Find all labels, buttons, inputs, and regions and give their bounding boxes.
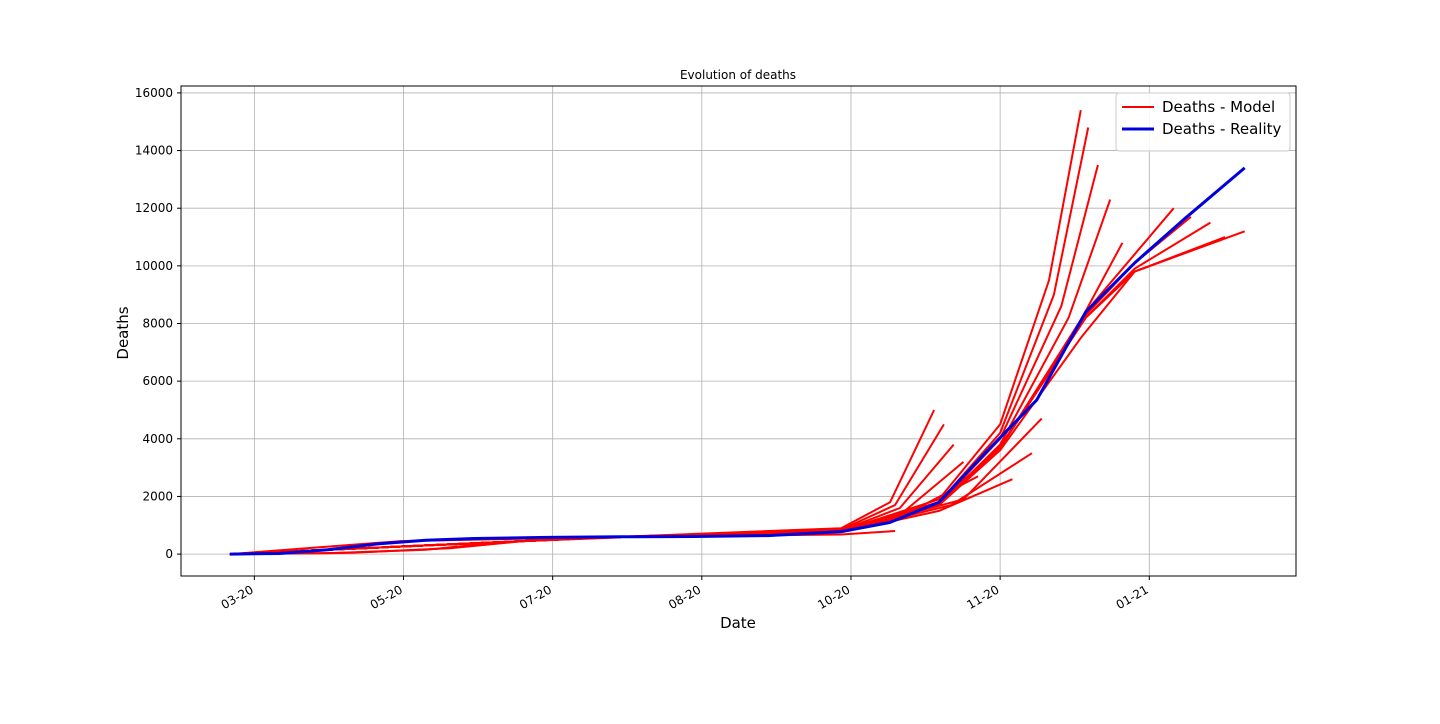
line-series bbox=[229, 230, 1246, 556]
chart-title: Evolution of deaths bbox=[680, 68, 796, 82]
y-tick-label: 2000 bbox=[142, 489, 173, 503]
x-tick-label: 03-20 bbox=[219, 582, 256, 612]
line-series bbox=[229, 127, 1090, 556]
y-tick-label: 16000 bbox=[135, 86, 173, 100]
line-series bbox=[229, 461, 965, 556]
x-tick-label: 10-20 bbox=[815, 582, 852, 612]
y-tick-label: 6000 bbox=[142, 374, 173, 388]
line-series bbox=[229, 166, 1246, 556]
line-series bbox=[229, 236, 1226, 556]
x-axis-label: Date bbox=[720, 614, 756, 632]
y-tick-label: 14000 bbox=[135, 144, 173, 158]
line-series bbox=[229, 221, 1211, 556]
legend-label: Deaths - Reality bbox=[1162, 120, 1282, 138]
y-tick-label: 10000 bbox=[135, 259, 173, 273]
y-tick-label: 8000 bbox=[142, 317, 173, 331]
y-tick-label: 12000 bbox=[135, 201, 173, 215]
line-series bbox=[229, 242, 1124, 556]
x-tick-label: 07-20 bbox=[517, 582, 554, 612]
legend-box bbox=[1115, 92, 1291, 152]
y-tick-label: 0 bbox=[165, 547, 173, 561]
x-tick-label: 05-20 bbox=[368, 582, 405, 612]
line-series bbox=[229, 199, 1112, 556]
y-axis-label: Deaths bbox=[114, 306, 132, 359]
plot-frame bbox=[180, 85, 1297, 577]
line-series bbox=[229, 452, 1033, 556]
legend-label: Deaths - Model bbox=[1162, 98, 1275, 116]
x-tick-label: 01-21 bbox=[1114, 582, 1151, 612]
y-tick-label: 4000 bbox=[142, 432, 173, 446]
line-series bbox=[229, 270, 1136, 556]
x-tick-label: 11-20 bbox=[964, 582, 1001, 612]
x-tick-label: 08-20 bbox=[666, 582, 703, 612]
